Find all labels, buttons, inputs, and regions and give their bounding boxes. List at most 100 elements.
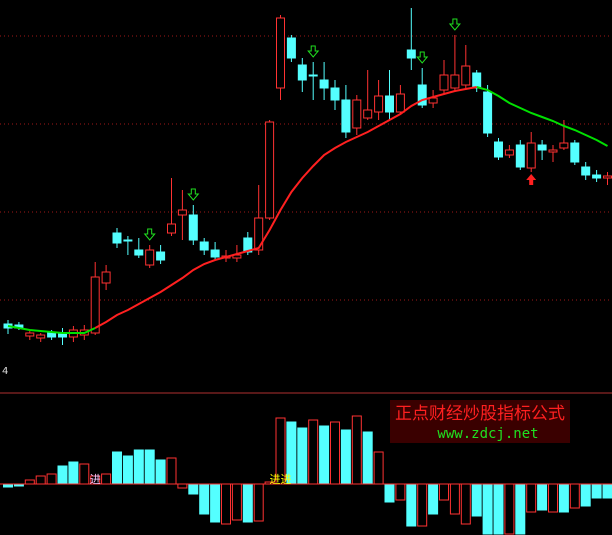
candle-body — [167, 223, 176, 234]
watermark-box — [390, 400, 570, 443]
down-arrow — [143, 228, 156, 241]
down-arrow — [448, 18, 461, 31]
histogram-bar — [177, 483, 188, 489]
histogram-bar — [144, 449, 155, 485]
histogram-bar — [112, 451, 122, 485]
candle-body — [581, 166, 591, 176]
histogram-bar — [428, 483, 439, 515]
histogram-bar — [319, 425, 330, 485]
candle-body — [47, 332, 57, 338]
histogram-bar — [395, 483, 406, 501]
histogram-bar — [362, 431, 373, 485]
histogram-bar — [504, 483, 515, 535]
histogram-bar — [602, 483, 612, 499]
histogram-bar — [449, 483, 460, 515]
histogram-bar — [406, 483, 417, 527]
candle-body — [145, 249, 155, 266]
histogram-bar — [548, 483, 558, 513]
candle-body — [188, 214, 198, 241]
up-arrow — [526, 174, 537, 185]
candle-body — [210, 249, 220, 258]
histogram-bar — [133, 449, 144, 485]
histogram-bar — [221, 483, 231, 525]
histogram-bar — [340, 429, 351, 485]
signal-label: 进 — [90, 473, 101, 486]
histogram-bar — [199, 483, 210, 515]
candle-body — [559, 142, 569, 149]
candle-body — [526, 142, 536, 169]
candle-body — [570, 142, 580, 163]
histogram-bar — [188, 483, 199, 495]
histogram-bar — [460, 483, 471, 525]
candle-body — [515, 144, 525, 168]
histogram-bar — [101, 473, 112, 485]
candle-body — [254, 217, 264, 251]
histogram-bar — [79, 463, 90, 485]
candle-body — [265, 121, 275, 219]
histogram-bar — [537, 483, 548, 511]
candle-body — [483, 91, 493, 134]
histogram-bar — [231, 483, 242, 521]
candle-body — [603, 175, 612, 179]
histogram-bar — [373, 451, 384, 485]
histogram-bar — [210, 483, 221, 523]
candle-body — [472, 72, 482, 89]
candle-body — [25, 332, 35, 337]
histogram-bar — [35, 475, 46, 485]
histogram-bar — [68, 461, 79, 485]
candle-body — [537, 144, 547, 151]
signal-label: 进进 — [270, 473, 292, 486]
candle-body — [36, 334, 46, 339]
histogram-bar — [569, 483, 580, 509]
candle-body — [112, 232, 122, 244]
histogram-bar — [351, 415, 362, 485]
histogram-bar — [308, 419, 319, 485]
histogram-bar — [515, 483, 526, 535]
candle-body — [90, 276, 100, 334]
histogram-bar — [384, 483, 395, 503]
candle-body — [276, 17, 285, 89]
candle-body — [308, 74, 318, 77]
candle-body — [439, 74, 449, 91]
candle-body — [286, 37, 296, 59]
watermark-url: www.zdcj.net — [437, 426, 538, 442]
histogram-bar — [166, 457, 177, 485]
candle-body — [395, 93, 405, 113]
candle-body — [297, 64, 307, 81]
candle-body — [177, 209, 187, 216]
histogram-bar — [330, 421, 340, 485]
candle-body — [123, 239, 133, 242]
down-arrow — [187, 188, 200, 201]
candle-body — [417, 84, 427, 106]
candle-body — [341, 99, 351, 133]
candle-body — [330, 87, 340, 101]
candle-body — [199, 241, 209, 251]
candle-body — [450, 74, 460, 89]
candle-body — [461, 65, 471, 86]
down-arrow — [307, 45, 320, 58]
candle-body — [504, 149, 514, 156]
candle-body — [592, 174, 602, 179]
histogram-bar — [24, 479, 35, 485]
ma-line — [94, 86, 477, 329]
histogram-bar — [242, 483, 253, 523]
histogram-bar — [482, 483, 493, 535]
candle-body — [374, 95, 384, 113]
histogram-bar — [297, 427, 308, 485]
candle-body — [352, 99, 362, 129]
candle-body — [406, 49, 416, 59]
histogram-bar — [122, 455, 133, 485]
histogram-bar — [417, 483, 428, 527]
histogram-bar — [57, 465, 68, 485]
histogram-bar — [558, 483, 569, 513]
histogram-bar — [591, 483, 602, 499]
ma-line — [7, 86, 608, 334]
histogram-bar — [526, 483, 537, 513]
histogram-bar — [46, 473, 57, 485]
histogram-bar — [493, 483, 504, 535]
candle-body — [156, 251, 166, 261]
histogram-bar — [253, 483, 264, 522]
candle-body — [363, 109, 373, 119]
candle-body — [319, 79, 329, 89]
